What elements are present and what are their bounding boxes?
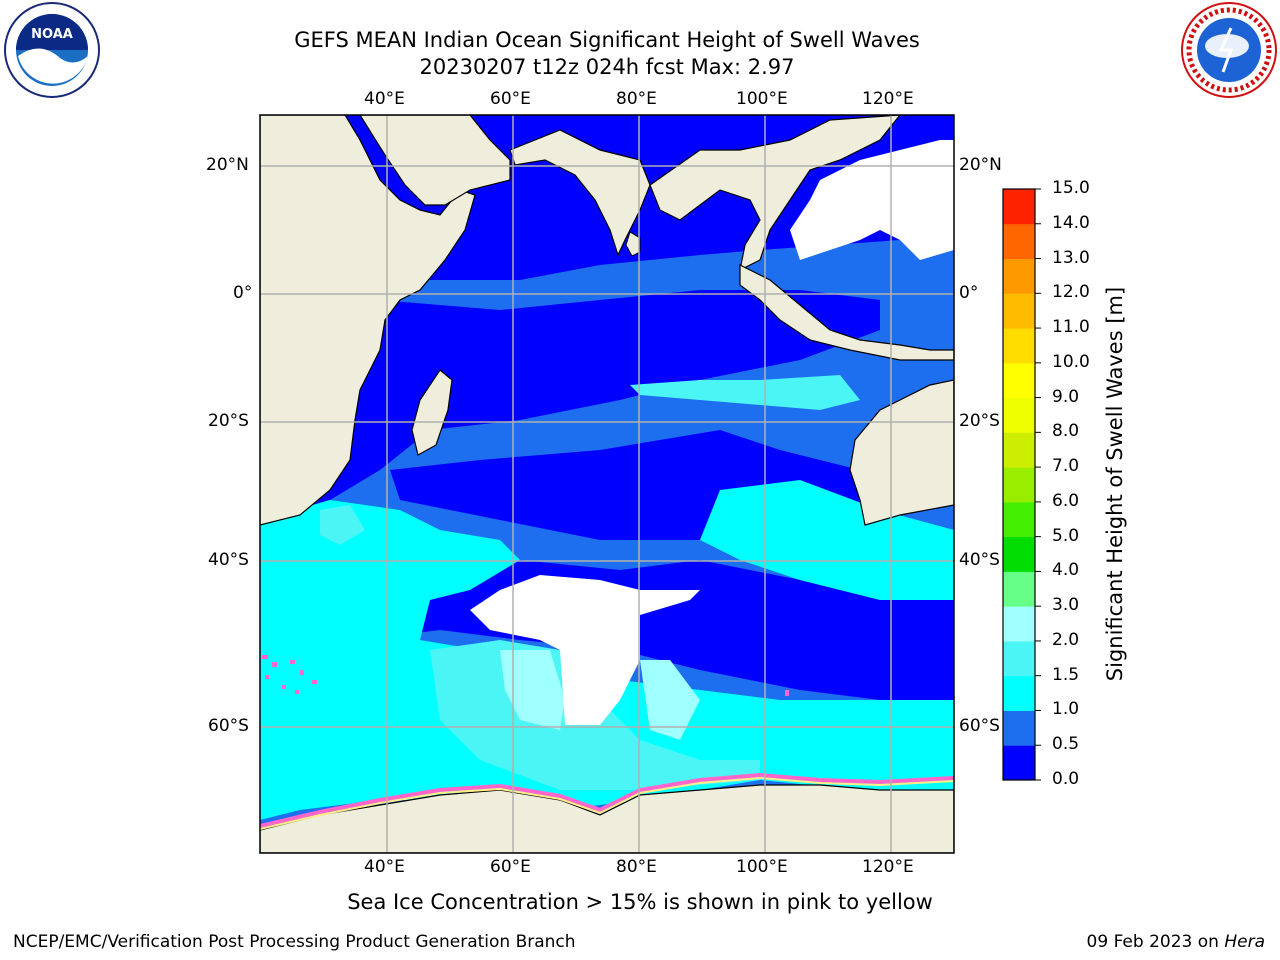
colorbar-tick-label: 13.0: [1052, 247, 1090, 268]
colorbar-title: Significant Height of Swell Waves [m]: [1103, 286, 1127, 682]
colorbar-tick-label: 11.0: [1052, 317, 1090, 338]
chart-subtitle: 20230207 t12z 024h fcst Max: 2.97: [419, 55, 795, 79]
lat-label-left: 20°S: [208, 411, 249, 431]
colorbar-tick-label: 10.0: [1052, 351, 1090, 372]
colorbar-tick-label: 1.5: [1052, 664, 1080, 685]
chart-title: GEFS MEAN Indian Ocean Significant Heigh…: [294, 28, 920, 52]
land-madagascar: [411, 369, 453, 456]
lon-label-top: 60°E: [490, 89, 531, 109]
land-india: [509, 129, 651, 257]
colorbar-segment: [1003, 258, 1035, 294]
colorbar-segment: [1003, 397, 1035, 433]
noaa-logo-text: NOAA: [31, 27, 73, 42]
colorbar-segment: [1003, 640, 1035, 677]
lat-label-right: 20°N: [959, 155, 1002, 175]
lat-label-left: 0°: [233, 283, 253, 303]
lat-label-left: 40°S: [208, 550, 249, 570]
colorbar-tick-label: 15.0: [1052, 178, 1090, 198]
map-area: [260, 115, 954, 853]
land-southeast-asia: [649, 115, 901, 272]
masked-islands: [790, 140, 954, 260]
lon-label-bottom: 60°E: [490, 857, 531, 877]
lon-label-top: 100°E: [736, 89, 788, 109]
colorbar-tick-label: 7.0: [1052, 456, 1080, 477]
swell-band-1-1p5m: [260, 500, 954, 820]
lon-label-bottom: 40°E: [364, 857, 405, 877]
colorbar-segment: [1003, 189, 1035, 225]
colorbar-tick-label: 14.0: [1052, 212, 1090, 233]
footer-credit: NCEP/EMC/Verification Post Processing Pr…: [13, 932, 576, 952]
colorbar-tick-label: 0.5: [1052, 734, 1080, 755]
lon-label-top: 120°E: [862, 89, 914, 109]
lon-label-bottom: 80°E: [616, 857, 657, 877]
colorbar-frame: [1002, 188, 1036, 781]
colorbar-tick-label: 3.0: [1052, 595, 1080, 616]
colorbar-segment: [1003, 675, 1035, 711]
lat-label-right: 40°S: [959, 550, 1000, 570]
colorbar-segment: [1003, 571, 1035, 607]
colorbar-segment: [1003, 501, 1035, 538]
lat-label-left: 20°N: [206, 155, 249, 175]
lon-label-top: 40°E: [364, 89, 405, 109]
lat-label-right: 0°: [959, 283, 979, 303]
lat-label-right: 20°S: [959, 411, 1000, 431]
sea-ice-speckles: [262, 655, 789, 696]
colorbar-tick-label: 4.0: [1052, 560, 1080, 581]
sea-ice-fringe-yellow: [260, 776, 954, 830]
swell-band-2-3m-b: [640, 660, 700, 740]
colorbar: [1003, 188, 1041, 781]
colorbar-segment: [1003, 328, 1035, 364]
sea-ice-note: Sea Ice Concentration > 15% is shown in …: [347, 890, 933, 914]
lon-label-top: 80°E: [616, 89, 657, 109]
colorbar-segment: [1003, 467, 1035, 503]
colorbar-tick-label: 5.0: [1052, 525, 1080, 546]
swell-patch-central: [630, 375, 860, 410]
land-arabia: [359, 115, 511, 206]
colorbar-segment: [1003, 745, 1035, 781]
footer-date-text: 09 Feb 2023 on: [1086, 932, 1219, 952]
footer-host: Hera: [1224, 932, 1265, 952]
land-antarctica: [260, 784, 954, 853]
colorbar-tick-label: 6.0: [1052, 490, 1080, 511]
nws-logo: [1181, 2, 1277, 98]
lon-label-bottom: 100°E: [736, 857, 788, 877]
colorbar-tick-label: 8.0: [1052, 421, 1080, 442]
colorbar-tick-label: 2.0: [1052, 629, 1080, 650]
lon-label-bottom: 120°E: [862, 857, 914, 877]
colorbar-tick-label: 1.0: [1052, 699, 1080, 720]
colorbar-segment: [1003, 606, 1035, 642]
colorbar-segment: [1003, 536, 1035, 572]
colorbar-segment: [1003, 223, 1035, 260]
sea-ice-fringe: [260, 772, 954, 828]
lat-label-right: 60°S: [959, 716, 1000, 736]
land-indonesia: [739, 264, 954, 361]
swell-band-2-3m: [500, 650, 565, 730]
colorbar-segment: [1003, 710, 1035, 746]
masked-area: [470, 575, 700, 725]
colorbar-segment: [1003, 432, 1035, 468]
colorbar-segment: [1003, 362, 1035, 399]
map-frame: [259, 114, 955, 854]
gridlines: [260, 115, 954, 853]
footer-date: 09 Feb 2023 on Hera: [1087, 932, 1265, 952]
colorbar-tick-label: 9.0: [1052, 386, 1080, 407]
colorbar-segment: [1003, 293, 1035, 329]
noaa-logo: NOAA: [4, 2, 100, 98]
land-australia: [849, 379, 954, 526]
colorbar-tick-label: 12.0: [1052, 282, 1090, 303]
lat-label-left: 60°S: [208, 716, 249, 736]
swell-patch-west: [320, 505, 365, 545]
colorbar-tick-label: 0.0: [1052, 769, 1080, 789]
